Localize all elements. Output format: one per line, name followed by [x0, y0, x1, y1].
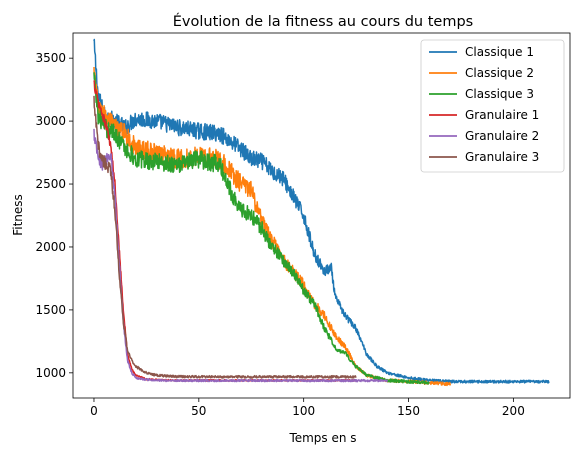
y-tick-label: 3000 [35, 114, 66, 128]
x-axis: 0 50 100 150 200 [90, 398, 525, 418]
y-tick-label: 1000 [35, 366, 66, 380]
legend-label: Classique 2 [465, 66, 534, 80]
y-tick-label: 2500 [35, 177, 66, 191]
y-tick-label: 2000 [35, 240, 66, 254]
y-axis-label: Fitness [11, 194, 25, 236]
chart-title: Évolution de la fitness au cours du temp… [173, 13, 473, 30]
legend: Classique 1 Classique 2 Classique 3 Granula… [420, 39, 565, 173]
plot-area [93, 38, 550, 387]
series-line-1 [93, 38, 550, 384]
axes-frame [72, 32, 571, 399]
y-tick-label: 1500 [35, 303, 66, 317]
legend-label: Granulaire 2 [465, 129, 539, 143]
series-line-3 [93, 72, 430, 385]
y-axis: 1000 1500 2000 2500 3000 3500 [35, 51, 73, 380]
y-tick-label: 3500 [35, 51, 66, 65]
x-tick-label: 0 [90, 404, 98, 418]
series-line-5 [93, 128, 388, 383]
legend-label: Granulaire 1 [465, 108, 539, 122]
legend-label: Classique 1 [465, 45, 534, 59]
x-tick-label: 100 [292, 404, 315, 418]
legend-label: Classique 3 [465, 87, 534, 101]
legend-label: Granulaire 3 [465, 150, 539, 164]
x-tick-label: 200 [502, 404, 525, 418]
x-tick-label: 50 [191, 404, 206, 418]
series-line-6 [93, 95, 357, 379]
x-tick-label: 150 [397, 404, 420, 418]
x-axis-label: Temps en s [288, 431, 356, 445]
